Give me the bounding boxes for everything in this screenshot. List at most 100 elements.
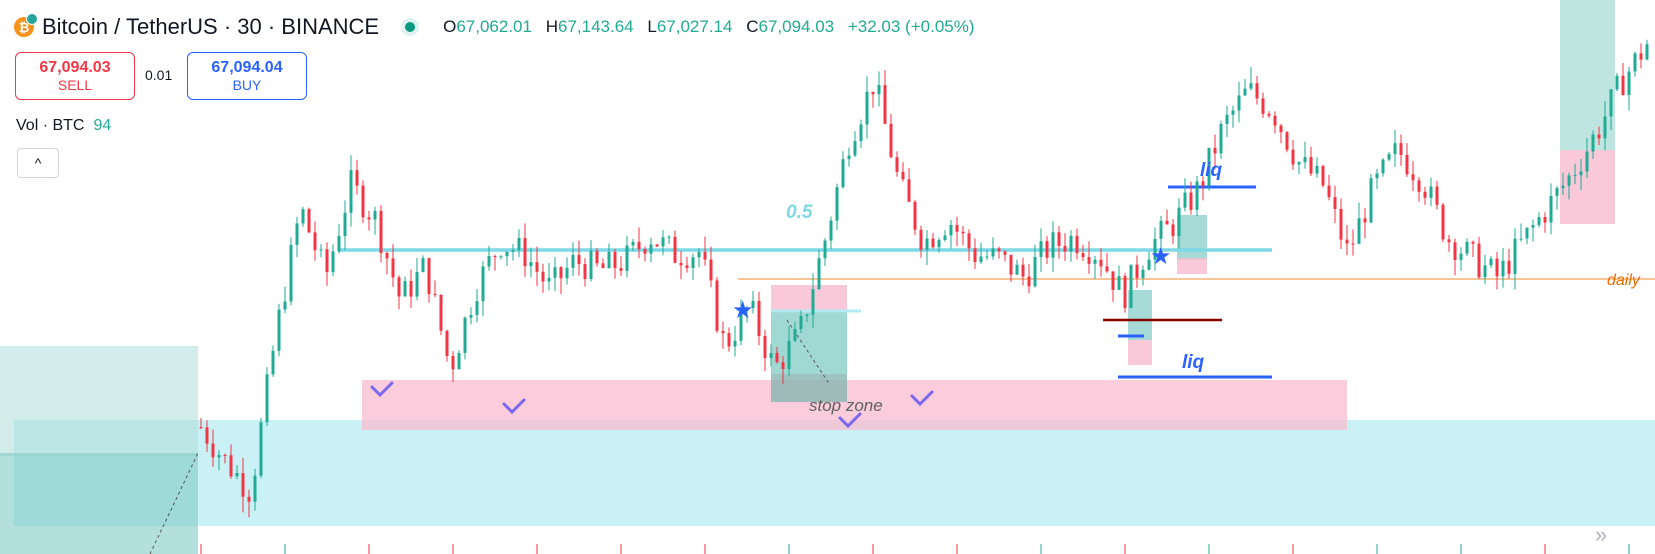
candle-body: [1279, 125, 1283, 133]
candle-body: [1171, 224, 1175, 237]
candle-body: [1405, 154, 1409, 175]
candle-body: [1579, 171, 1583, 176]
candle-body: [517, 237, 521, 251]
candle-body: [1603, 116, 1607, 139]
candle-body: [685, 265, 689, 268]
candle-body: [307, 209, 311, 233]
market-status-icon[interactable]: [401, 18, 420, 36]
candle-body: [1153, 238, 1157, 260]
candle-body: [1129, 264, 1133, 309]
candle-body: [889, 123, 893, 158]
candle-body: [841, 159, 845, 188]
candle-body: [643, 249, 647, 254]
candle-body: [457, 352, 461, 370]
candle-body: [1573, 175, 1577, 177]
candle-body: [871, 91, 875, 95]
candle-body: [901, 171, 905, 180]
candle-body: [199, 427, 203, 429]
candle-body: [1453, 242, 1457, 261]
candle-body: [409, 280, 413, 297]
candle-body: [631, 241, 635, 246]
candle-body: [235, 473, 239, 477]
candle-body: [1081, 253, 1085, 258]
candle-body: [1345, 239, 1349, 244]
candle-body: [625, 245, 629, 271]
candle-body: [805, 314, 809, 317]
candle-body: [1489, 258, 1493, 266]
candle-body: [601, 263, 605, 269]
daily-label: daily: [1607, 272, 1641, 289]
candle-body: [1207, 147, 1211, 186]
candle-body: [1615, 75, 1619, 90]
candle-body: [349, 170, 353, 213]
candle-body: [493, 256, 497, 258]
candle-body: [277, 309, 281, 351]
position-box-mid-grey: [771, 374, 847, 402]
candle-body: [1567, 175, 1571, 186]
scroll-to-realtime-button[interactable]: »: [1595, 522, 1608, 547]
candle-body: [1285, 132, 1289, 150]
ohlc-close: 67,094.03: [758, 17, 835, 36]
candle-body: [1195, 181, 1199, 210]
sell-label: SELL: [57, 77, 93, 93]
candle-body: [1645, 44, 1649, 60]
candle-body: [739, 310, 743, 341]
checkmark-icon: [838, 412, 862, 429]
candle-body: [1261, 98, 1265, 114]
candle-body: [865, 91, 869, 125]
candle-body: [1387, 154, 1391, 160]
candle-body: [961, 231, 965, 234]
candle-body: [757, 300, 761, 337]
candle-body: [721, 330, 725, 334]
buy-button[interactable]: 67,094.04 BUY: [187, 52, 307, 100]
candle-body: [979, 256, 983, 263]
candle-body: [1273, 115, 1277, 126]
candle-body: [877, 85, 881, 95]
candle-body: [751, 300, 755, 309]
candle-body: [1309, 157, 1313, 174]
candle-body: [967, 233, 971, 249]
candle-body: [571, 254, 575, 268]
diagonal-dashed: [149, 452, 199, 554]
volume-legend[interactable]: Vol · BTC 94: [16, 117, 111, 135]
candle-body: [325, 249, 329, 273]
candle-body: [1009, 254, 1013, 275]
candle-body: [343, 212, 347, 237]
candle-body: [385, 252, 389, 259]
ohlc-values: O67,062.01 H67,143.64 L67,027.14 C67,094…: [443, 17, 975, 36]
candle-body: [913, 201, 917, 230]
candle-body: [1375, 173, 1379, 179]
candle-body: [1423, 191, 1427, 198]
candle-body: [229, 455, 233, 477]
candle-body: [1255, 83, 1259, 99]
position-box-mid-loss: [771, 285, 847, 313]
candle-body: [553, 267, 557, 278]
stop-zone-rect: [362, 380, 1347, 430]
candle-body: [1519, 238, 1523, 240]
symbol-quote: TetherUS · 30 · BINANCE: [126, 14, 380, 39]
candle-body: [451, 355, 455, 370]
candle-body: [1477, 243, 1481, 278]
candle-body: [655, 244, 659, 247]
candle-body: [1495, 258, 1499, 277]
checkmark-icon: [370, 381, 394, 398]
candle-body: [1033, 256, 1037, 287]
candle-body: [817, 258, 821, 290]
collapse-legend-button[interactable]: ^: [17, 148, 59, 178]
candle-body: [1411, 174, 1415, 181]
candle-body: [769, 352, 773, 358]
sell-button[interactable]: 67,094.03 SELL: [15, 52, 135, 100]
candle-body: [607, 251, 611, 269]
candle-body: [265, 374, 269, 423]
volume-value: 94: [93, 117, 112, 134]
candle-body: [487, 256, 491, 267]
candle-body: [223, 454, 227, 456]
candle-body: [337, 236, 341, 252]
candle-body: [883, 85, 887, 124]
candle-body: [973, 248, 977, 263]
candle-body: [427, 258, 431, 295]
candle-body: [1267, 113, 1271, 116]
candle-body: [1393, 143, 1397, 155]
symbol-title[interactable]: Bitcoin / TetherUS · 30 · BINANCE: [42, 14, 379, 40]
